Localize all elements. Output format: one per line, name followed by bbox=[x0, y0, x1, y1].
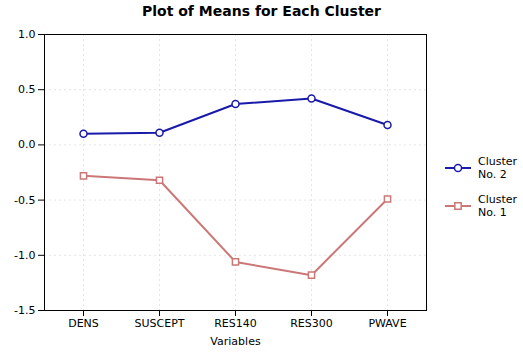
svg-text:-1.0: -1.0 bbox=[14, 249, 35, 262]
svg-text:-0.5: -0.5 bbox=[14, 194, 35, 207]
svg-text:1.0: 1.0 bbox=[18, 28, 36, 41]
html-text:Cluster No. 2: Cluster No. 2 bbox=[478, 154, 517, 181]
svg-text:0.0: 0.0 bbox=[18, 138, 36, 151]
svg-text:Variables: Variables bbox=[210, 335, 261, 348]
svg-text:-1.5: -1.5 bbox=[14, 304, 35, 317]
svg-text:RES300: RES300 bbox=[290, 317, 333, 330]
svg-text:DENS: DENS bbox=[68, 317, 99, 330]
html-text:Cluster No. 1: Cluster No. 1 bbox=[478, 193, 517, 220]
svg-text:PWAVE: PWAVE bbox=[368, 317, 406, 330]
svg-text:RES140: RES140 bbox=[214, 317, 257, 330]
html-text:Plot of Means for Each Cluster: Plot of Means for Each Cluster bbox=[142, 3, 381, 19]
svg-text:SUSCEPT: SUSCEPT bbox=[135, 317, 185, 330]
svg-text:0.5: 0.5 bbox=[18, 83, 36, 96]
